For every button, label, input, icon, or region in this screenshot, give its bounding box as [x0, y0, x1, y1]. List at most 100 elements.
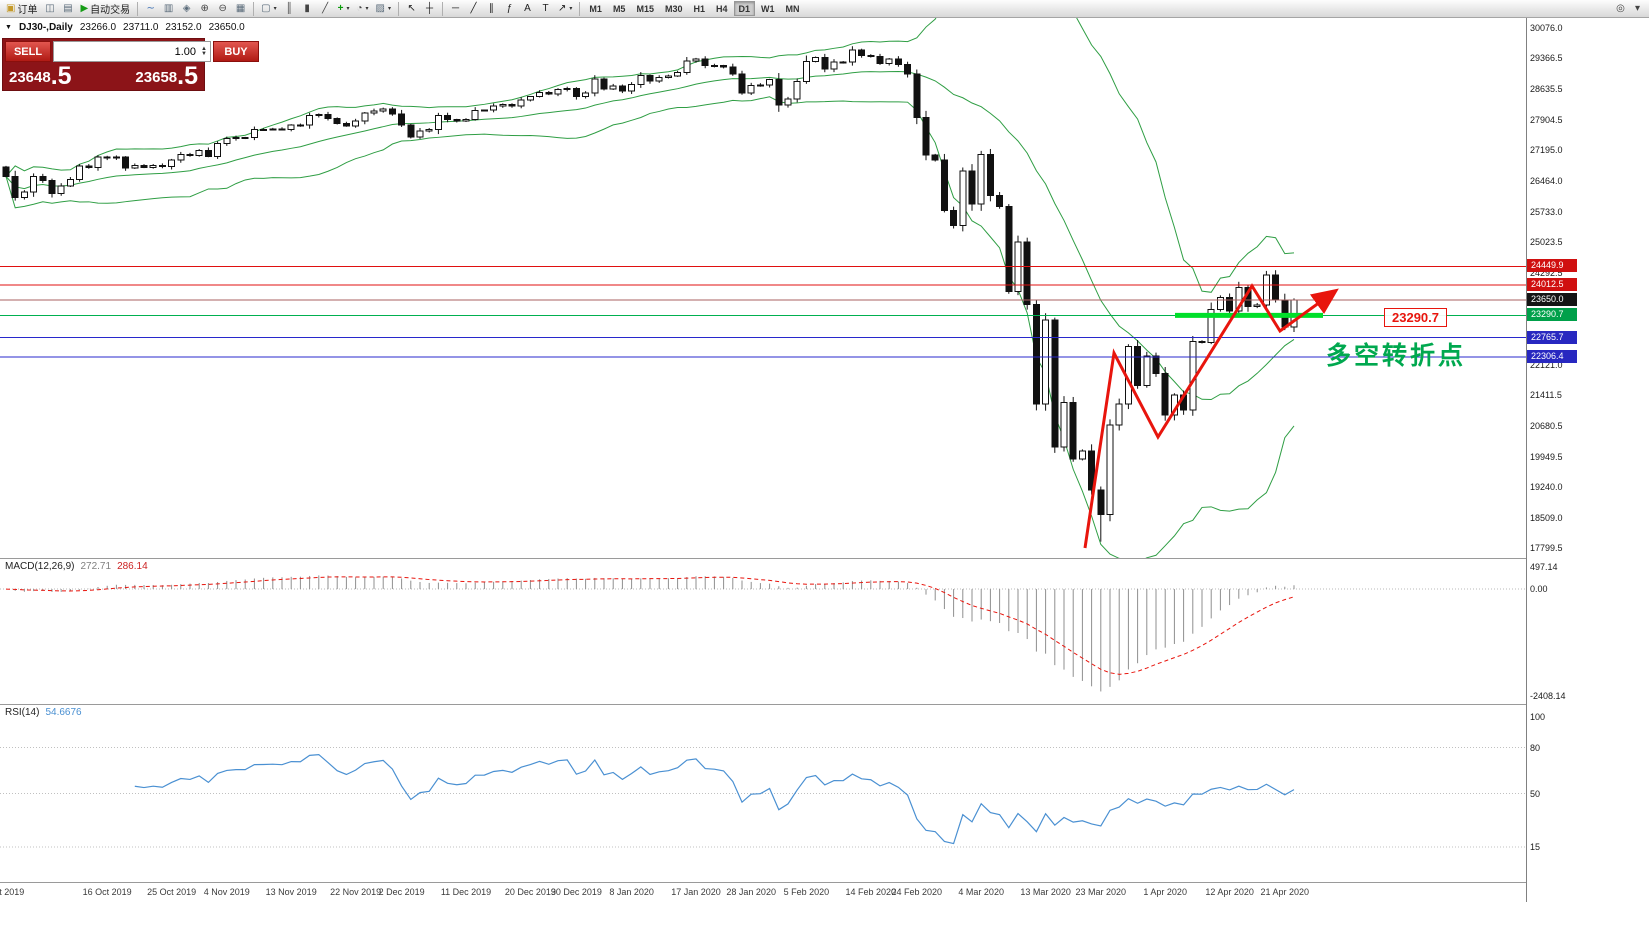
candlestick-type-icon[interactable]: ▮: [299, 1, 316, 17]
panel-splitter[interactable]: [0, 558, 1649, 559]
time-label: 11 Dec 2019: [440, 887, 492, 897]
macd-signal-value: 286.14: [117, 561, 148, 572]
rsi-axis-tick: 50: [1530, 788, 1541, 799]
crosshair-icon[interactable]: ┼: [421, 1, 438, 17]
indicators-icon[interactable]: ∼: [142, 1, 159, 17]
price-line-label: 22765.7: [1527, 330, 1577, 344]
template-icon[interactable]: ▨ ▾: [373, 1, 394, 17]
data-window-icon[interactable]: ▥: [160, 1, 177, 17]
macd-name: MACD(12,26,9): [5, 561, 75, 572]
toolbar-separator: [442, 1, 444, 16]
channel-icon: ∥: [489, 2, 495, 14]
timeframe-m15-button[interactable]: M15: [636, 3, 654, 14]
price-line-label: 24449.9: [1527, 259, 1577, 273]
toolbar-separator: [398, 1, 400, 16]
time-axis[interactable]: Oct 2019 16 Oct 2019 25 Oct 2019 4 Nov 2019…: [0, 882, 1526, 902]
new-chart-icon[interactable]: ▢ ▾: [258, 1, 279, 17]
new-order-button[interactable]: ▣ 订单: [3, 1, 40, 17]
add-indicator-icon[interactable]: + ▾: [335, 1, 353, 17]
main-chart[interactable]: [0, 18, 1526, 558]
grid-icon: ▦: [235, 2, 246, 14]
line-chart-type-icon[interactable]: ╱: [317, 1, 334, 17]
chart-workspace: 30076.0 29366.5 28635.5 27904.5 27195.0 26464…: [0, 18, 1649, 942]
buy-price-frac: .5: [177, 62, 198, 90]
price-tick: 19240.0: [1530, 481, 1563, 492]
time-label: 5 Feb 2020: [783, 887, 830, 897]
grid-icon[interactable]: ▦: [232, 1, 249, 17]
rsi-value: 54.6676: [45, 707, 82, 718]
timeframe-h4-button[interactable]: H4: [716, 3, 728, 14]
auto-trading-button[interactable]: ▶ 自动交易: [77, 1, 133, 17]
bar-chart-type-icon[interactable]: ║: [281, 1, 298, 17]
price-tick: 29366.5: [1530, 53, 1563, 64]
volume-spinner[interactable]: ▲ ▼: [198, 45, 210, 57]
cursor-icon[interactable]: ↖: [403, 1, 420, 17]
price-line-label: 24012.5: [1527, 277, 1577, 291]
spinner-down-icon[interactable]: ▼: [201, 50, 207, 57]
symbol-search-icon: ◎: [1616, 2, 1625, 14]
spinner-up-icon[interactable]: ▲: [201, 45, 207, 52]
time-label: 4 Mar 2020: [958, 887, 1004, 897]
time-label: 21 Apr 2020: [1260, 887, 1310, 897]
period-icon[interactable]: ◔ ▾: [353, 1, 371, 17]
price-tick: 17799.5: [1530, 543, 1563, 553]
price-axis[interactable]: 30076.0 29366.5 28635.5 27904.5 27195.0 26464…: [1526, 18, 1649, 902]
indicators-icon: ∼: [146, 2, 155, 14]
toolbar: ▣ 订单 ◫ ▤ ▶ 自动交易 ∼ ▥ ◈ ⊕ ⊖ ▦ ▢ ▾ ║ ▮ ╱ + ▾ ◔ ▾ ▨ ▾ ↖ ┼ ─ ╱ ∥ ƒ A T ↗ ▾ M1 M…: [0, 0, 1649, 18]
new-chart-icon: ▢: [261, 2, 271, 14]
time-label: 13 Nov 2019: [265, 887, 317, 897]
charts-window-icon[interactable]: ◫: [41, 1, 58, 17]
rsi-axis-tick: 100: [1530, 712, 1546, 722]
timeframe-h1-button[interactable]: H1: [693, 3, 705, 14]
timeframe-mn-button[interactable]: MN: [785, 3, 800, 14]
macd-panel[interactable]: [0, 559, 1526, 704]
crosshair-icon: ┼: [425, 2, 434, 14]
toolbar-separator: [253, 1, 255, 16]
timeframe-m1-button[interactable]: M1: [589, 3, 602, 14]
time-label: 12 Apr 2020: [1205, 887, 1254, 897]
time-label: 30 Dec 2019: [550, 887, 602, 897]
timeframe-w1-button[interactable]: W1: [761, 3, 775, 14]
rsi-panel[interactable]: [0, 705, 1526, 882]
zoom-out-icon[interactable]: ⊖: [214, 1, 231, 17]
symbol-search-icon[interactable]: ◎: [1612, 1, 1629, 17]
turning-point-note: 多空转折点: [1326, 341, 1467, 370]
timeframe-m30-button[interactable]: M30: [664, 3, 683, 14]
zoom-in-icon[interactable]: ⊕: [196, 1, 213, 17]
time-label: 4 Nov 2019: [203, 887, 250, 897]
time-label: Oct 2019: [0, 887, 25, 897]
volume-input[interactable]: [54, 45, 198, 58]
arrows-tool-icon[interactable]: ↗ ▾: [555, 1, 575, 17]
text-icon[interactable]: A: [519, 1, 536, 17]
buy-price: 23658.5: [135, 62, 198, 90]
dropdown-arrow-icon: ▾: [273, 6, 277, 12]
panel-splitter[interactable]: [0, 704, 1649, 705]
toolbar-options-icon[interactable]: ▾: [1629, 1, 1646, 17]
profiles-icon: ▤: [63, 2, 73, 14]
horizontal-line-icon[interactable]: ─: [447, 1, 464, 17]
new-order-icon: ▣: [6, 2, 16, 14]
fibonacci-icon[interactable]: ƒ: [501, 1, 518, 17]
ohlc-close: 23650.0: [208, 22, 245, 33]
dropdown-arrow-icon: ▾: [365, 6, 369, 12]
auto-trading-play-icon: ▶: [80, 2, 89, 14]
label-icon[interactable]: T: [537, 1, 554, 17]
one-click-collapse-icon[interactable]: ▼: [5, 24, 12, 31]
channel-icon[interactable]: ∥: [483, 1, 500, 17]
trendline-icon: ╱: [470, 2, 477, 14]
timeframe-d1-button[interactable]: D1: [733, 1, 756, 16]
toolbar-right-group: ◎ ▾: [1612, 1, 1646, 17]
charts-window-icon: ◫: [45, 2, 55, 14]
buy-button[interactable]: BUY: [213, 41, 259, 62]
volume-stepper[interactable]: ▲ ▼: [53, 41, 211, 62]
sell-button[interactable]: SELL: [5, 41, 51, 62]
time-label: 28 Jan 2020: [726, 887, 776, 897]
price-tick: 27904.5: [1530, 114, 1563, 125]
profiles-icon[interactable]: ▤: [59, 1, 76, 17]
trendline-icon[interactable]: ╱: [465, 1, 482, 17]
dropdown-arrow-icon: ▾: [388, 6, 392, 12]
price-line-label: 22306.4: [1527, 350, 1577, 364]
symbol-ohlc-header: ▼ DJ30-,Daily 23266.0 23711.0 23152.0 23…: [5, 22, 245, 33]
navigator-icon[interactable]: ◈: [178, 1, 195, 17]
timeframe-m5-button[interactable]: M5: [612, 3, 626, 14]
